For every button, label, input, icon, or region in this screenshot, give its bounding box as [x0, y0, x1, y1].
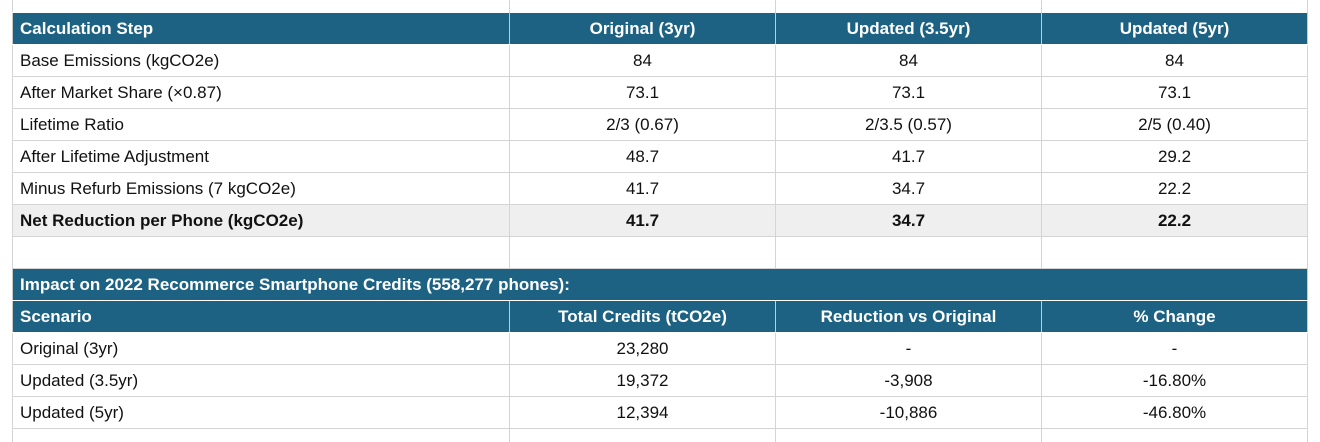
header-cell[interactable]: Scenario [12, 300, 510, 333]
table-row: After Lifetime Adjustment 48.7 41.7 29.2 [12, 140, 1308, 173]
header-cell[interactable]: Calculation Step [12, 12, 510, 45]
empty-cell[interactable] [509, 236, 776, 269]
cell[interactable]: 34.7 [775, 172, 1042, 205]
cell[interactable]: 2/3.5 (0.57) [775, 108, 1042, 141]
cell[interactable]: Lifetime Ratio [12, 108, 510, 141]
cell[interactable]: 73.1 [509, 76, 776, 109]
table-row: Minus Refurb Emissions (7 kgCO2e) 41.7 3… [12, 172, 1308, 205]
cell[interactable]: After Market Share (×0.87) [12, 76, 510, 109]
cell[interactable]: Minus Refurb Emissions (7 kgCO2e) [12, 172, 510, 205]
cell[interactable]: -10,886 [775, 396, 1042, 429]
impact-section-title[interactable]: Impact on 2022 Recommerce Smartphone Cre… [12, 268, 1308, 301]
table-row: After Market Share (×0.87) 73.1 73.1 73.… [12, 76, 1308, 109]
cell[interactable]: Original (3yr) [12, 332, 510, 365]
empty-cell[interactable] [1041, 236, 1308, 269]
cell[interactable]: 2/5 (0.40) [1041, 108, 1308, 141]
cell[interactable]: 22.2 [1041, 204, 1308, 237]
cell[interactable]: 22.2 [1041, 172, 1308, 205]
cell[interactable]: - [1041, 332, 1308, 365]
table-row: Original (3yr) 23,280 - - [12, 332, 1308, 365]
table-row: Base Emissions (kgCO2e) 84 84 84 [12, 44, 1308, 77]
cell[interactable]: 73.1 [775, 76, 1042, 109]
cell[interactable]: 29.2 [1041, 140, 1308, 173]
cell[interactable]: 41.7 [775, 140, 1042, 173]
cell[interactable]: 41.7 [509, 204, 776, 237]
table-row: Updated (3.5yr) 19,372 -3,908 -16.80% [12, 364, 1308, 397]
header-cell[interactable]: Updated (3.5yr) [775, 12, 1042, 45]
cell[interactable]: 12,394 [509, 396, 776, 429]
cell[interactable]: 84 [775, 44, 1042, 77]
calc-header-row: Calculation Step Original (3yr) Updated … [12, 12, 1308, 45]
header-cell[interactable]: Updated (5yr) [1041, 12, 1308, 45]
header-cell[interactable]: Total Credits (tCO2e) [509, 300, 776, 333]
cell[interactable]: 73.1 [1041, 76, 1308, 109]
cell[interactable]: 34.7 [775, 204, 1042, 237]
results-table: Calculation Step Original (3yr) Updated … [12, 12, 1308, 429]
cell[interactable]: 19,372 [509, 364, 776, 397]
empty-cell[interactable] [12, 236, 510, 269]
empty-row [12, 236, 1308, 269]
cell[interactable]: Base Emissions (kgCO2e) [12, 44, 510, 77]
cell[interactable]: 23,280 [509, 332, 776, 365]
header-cell[interactable]: Original (3yr) [509, 12, 776, 45]
cell[interactable]: - [775, 332, 1042, 365]
cell[interactable]: Updated (5yr) [12, 396, 510, 429]
impact-header-row: Scenario Total Credits (tCO2e) Reduction… [12, 300, 1308, 333]
cell[interactable]: -16.80% [1041, 364, 1308, 397]
table-row: Lifetime Ratio 2/3 (0.67) 2/3.5 (0.57) 2… [12, 108, 1308, 141]
empty-cell[interactable] [775, 236, 1042, 269]
cell[interactable]: 2/3 (0.67) [509, 108, 776, 141]
header-cell[interactable]: Reduction vs Original [775, 300, 1042, 333]
cell[interactable]: Updated (3.5yr) [12, 364, 510, 397]
net-reduction-row: Net Reduction per Phone (kgCO2e) 41.7 34… [12, 204, 1308, 237]
table-row: Updated (5yr) 12,394 -10,886 -46.80% [12, 396, 1308, 429]
cell[interactable]: 48.7 [509, 140, 776, 173]
header-cell[interactable]: % Change [1041, 300, 1308, 333]
cell[interactable]: 41.7 [509, 172, 776, 205]
cell[interactable]: 84 [509, 44, 776, 77]
cell[interactable]: -46.80% [1041, 396, 1308, 429]
cell[interactable]: Net Reduction per Phone (kgCO2e) [12, 204, 510, 237]
cell[interactable]: 84 [1041, 44, 1308, 77]
impact-title-row: Impact on 2022 Recommerce Smartphone Cre… [12, 268, 1308, 301]
cell[interactable]: After Lifetime Adjustment [12, 140, 510, 173]
cell[interactable]: -3,908 [775, 364, 1042, 397]
